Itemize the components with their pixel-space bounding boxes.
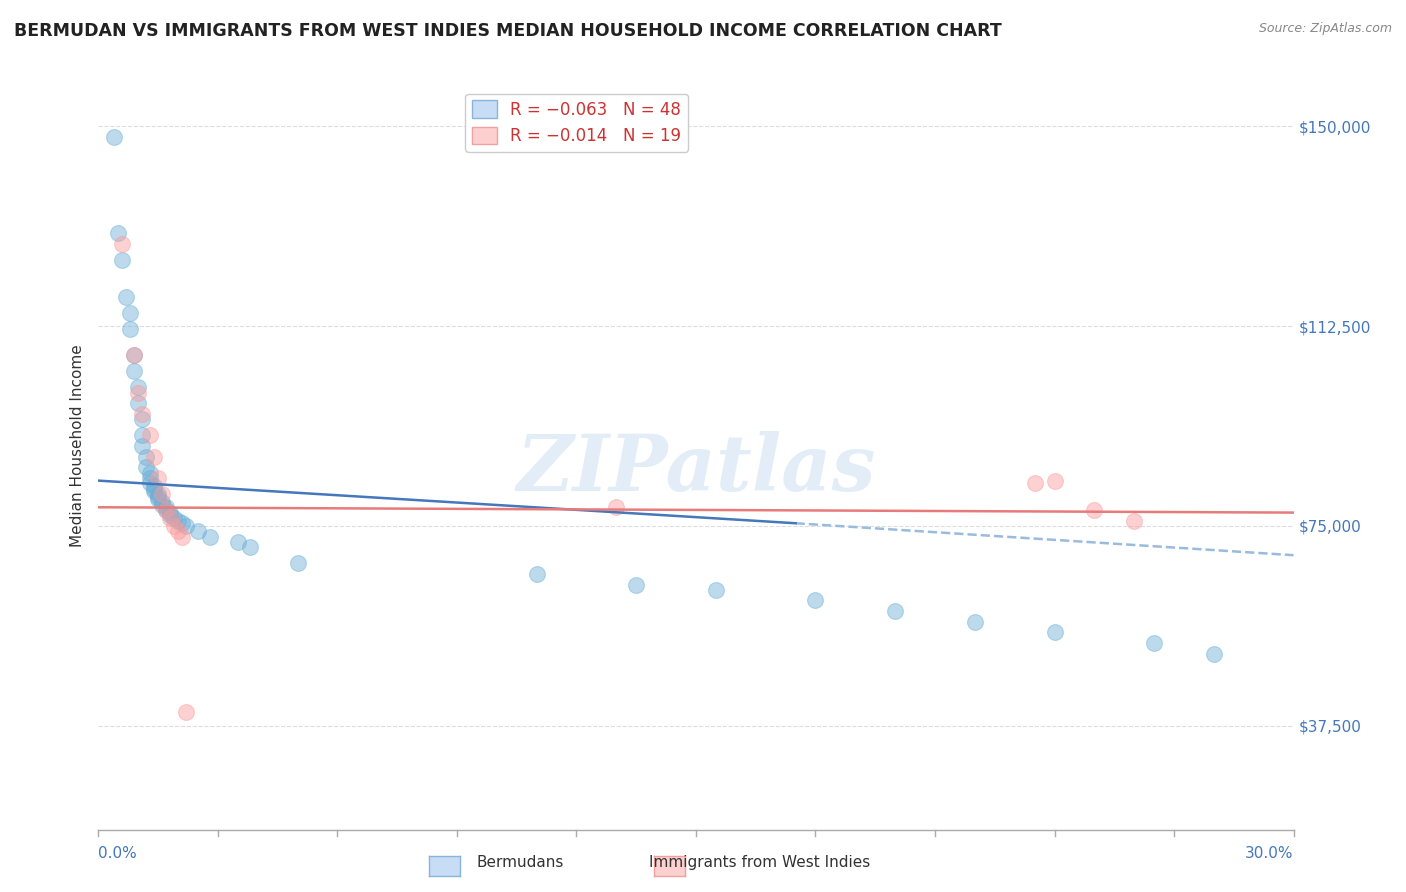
Point	[124, 348, 146, 362]
Point	[159, 508, 181, 523]
Point	[135, 450, 157, 464]
Point	[626, 577, 648, 591]
Point	[127, 385, 149, 400]
Point	[155, 500, 177, 515]
Point	[111, 252, 134, 267]
Point	[131, 407, 153, 421]
Point	[174, 519, 197, 533]
Point	[120, 322, 142, 336]
Point	[131, 439, 153, 453]
Point	[172, 530, 194, 544]
Text: BERMUDAN VS IMMIGRANTS FROM WEST INDIES MEDIAN HOUSEHOLD INCOME CORRELATION CHAR: BERMUDAN VS IMMIGRANTS FROM WEST INDIES …	[14, 22, 1002, 40]
Text: ZIPatlas: ZIPatlas	[516, 431, 876, 508]
Point	[1083, 503, 1105, 517]
Point	[226, 534, 249, 549]
Point	[804, 593, 827, 607]
Point	[150, 495, 173, 509]
Point	[148, 492, 170, 507]
Point	[1202, 647, 1225, 661]
Point	[131, 412, 153, 426]
Point	[704, 582, 727, 597]
Point	[172, 516, 194, 531]
Point	[124, 348, 146, 362]
Y-axis label: Median Household Income: Median Household Income	[69, 344, 84, 548]
Point	[1043, 625, 1066, 640]
Point	[148, 487, 170, 501]
Point	[143, 479, 166, 493]
Point	[159, 506, 181, 520]
Point	[131, 428, 153, 442]
Point	[963, 615, 986, 629]
Point	[167, 514, 190, 528]
Text: 0.0%: 0.0%	[98, 846, 138, 861]
Point	[127, 396, 149, 410]
Point	[127, 380, 149, 394]
Point	[174, 706, 197, 720]
Point	[605, 500, 627, 515]
Point	[111, 236, 134, 251]
Point	[159, 511, 181, 525]
Point	[1123, 514, 1146, 528]
Point	[139, 471, 162, 485]
Point	[155, 503, 177, 517]
Text: Bermudans: Bermudans	[477, 855, 564, 870]
Legend: R = −0.063   N = 48, R = −0.014   N = 19: R = −0.063 N = 48, R = −0.014 N = 19	[465, 94, 688, 152]
Text: Immigrants from West Indies: Immigrants from West Indies	[648, 855, 870, 870]
Point	[167, 524, 190, 539]
Point	[135, 460, 157, 475]
Point	[1143, 636, 1166, 650]
Point	[107, 226, 129, 240]
Point	[143, 482, 166, 496]
Point	[139, 476, 162, 491]
Point	[163, 511, 186, 525]
Point	[239, 540, 262, 554]
Point	[187, 524, 209, 539]
Point	[139, 428, 162, 442]
Point	[884, 604, 907, 618]
Point	[120, 306, 142, 320]
Point	[115, 290, 138, 304]
Point	[155, 503, 177, 517]
Point	[287, 556, 309, 570]
Point	[1024, 476, 1046, 491]
Point	[150, 498, 173, 512]
Point	[526, 566, 548, 581]
Point	[139, 466, 162, 480]
Point	[148, 490, 170, 504]
Point	[163, 519, 186, 533]
Point	[198, 530, 221, 544]
Point	[124, 364, 146, 378]
Point	[143, 450, 166, 464]
Point	[143, 484, 166, 499]
Text: 30.0%: 30.0%	[1246, 846, 1294, 861]
Point	[150, 487, 173, 501]
Point	[1043, 474, 1066, 488]
Point	[103, 130, 125, 145]
Text: Source: ZipAtlas.com: Source: ZipAtlas.com	[1258, 22, 1392, 36]
Point	[148, 471, 170, 485]
